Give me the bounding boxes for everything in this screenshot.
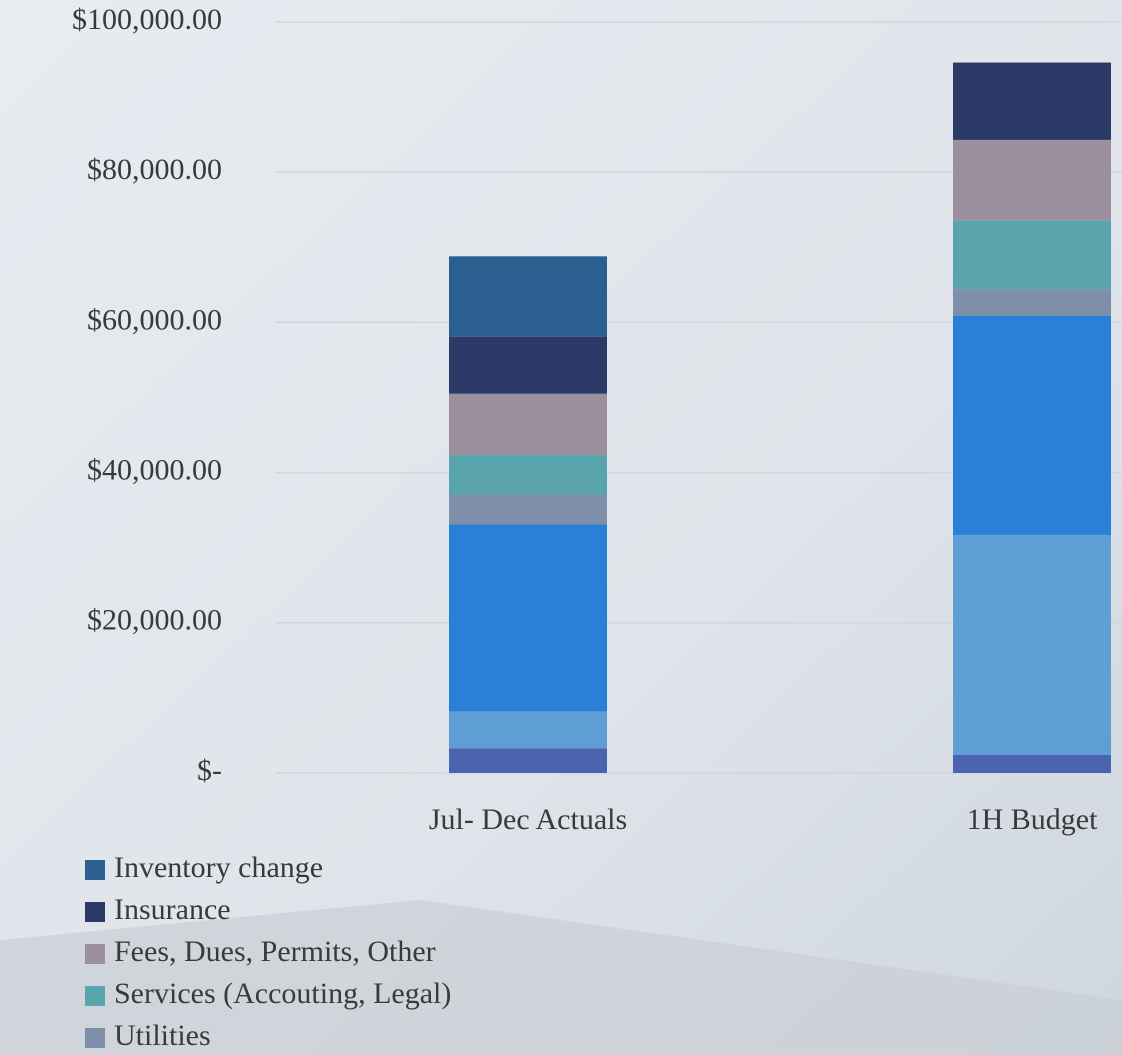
legend-label: Utilities — [114, 1019, 211, 1052]
bar-segment — [953, 289, 1111, 315]
bar-segment — [953, 316, 1111, 535]
legend-label: Services (Accouting, Legal) — [114, 977, 451, 1010]
legend-swatch — [85, 1028, 105, 1048]
y-tick-label: $20,000.00 — [87, 604, 222, 637]
bar-segment — [449, 455, 607, 495]
bar-segment — [449, 494, 607, 524]
legend-swatch — [85, 860, 105, 880]
legend-label: Fees, Dues, Permits, Other — [114, 935, 436, 968]
legend-swatch — [85, 902, 105, 922]
y-tick-label: $40,000.00 — [87, 453, 222, 486]
bar-segment — [449, 711, 607, 748]
bar-segment — [953, 220, 1111, 289]
bar-segment — [953, 140, 1111, 220]
chart: $- $20,000.00 $40,000.00 $60,000.00 $80,000.… — [0, 0, 1122, 1055]
bar-segment — [953, 755, 1111, 773]
x-tick-label: Jul- Dec Actuals — [429, 803, 627, 836]
bar-segment — [449, 256, 607, 336]
y-tick-label: $60,000.00 — [87, 303, 222, 336]
bar-segment — [953, 535, 1111, 755]
legend-swatch — [85, 986, 105, 1006]
bar-segment — [449, 394, 607, 455]
legend-swatch — [85, 944, 105, 964]
bar-segment — [449, 524, 607, 711]
legend-label: Insurance — [114, 893, 231, 926]
x-tick-label: 1H Budget — [967, 803, 1098, 836]
bar-segment — [953, 63, 1111, 140]
legend-label: Inventory change — [114, 851, 323, 884]
bar-segment — [449, 748, 607, 773]
bar-segment — [449, 337, 607, 394]
y-tick-label: $80,000.00 — [87, 153, 222, 186]
y-tick-label: $100,000.00 — [72, 3, 222, 36]
y-tick-label: $- — [197, 754, 222, 787]
